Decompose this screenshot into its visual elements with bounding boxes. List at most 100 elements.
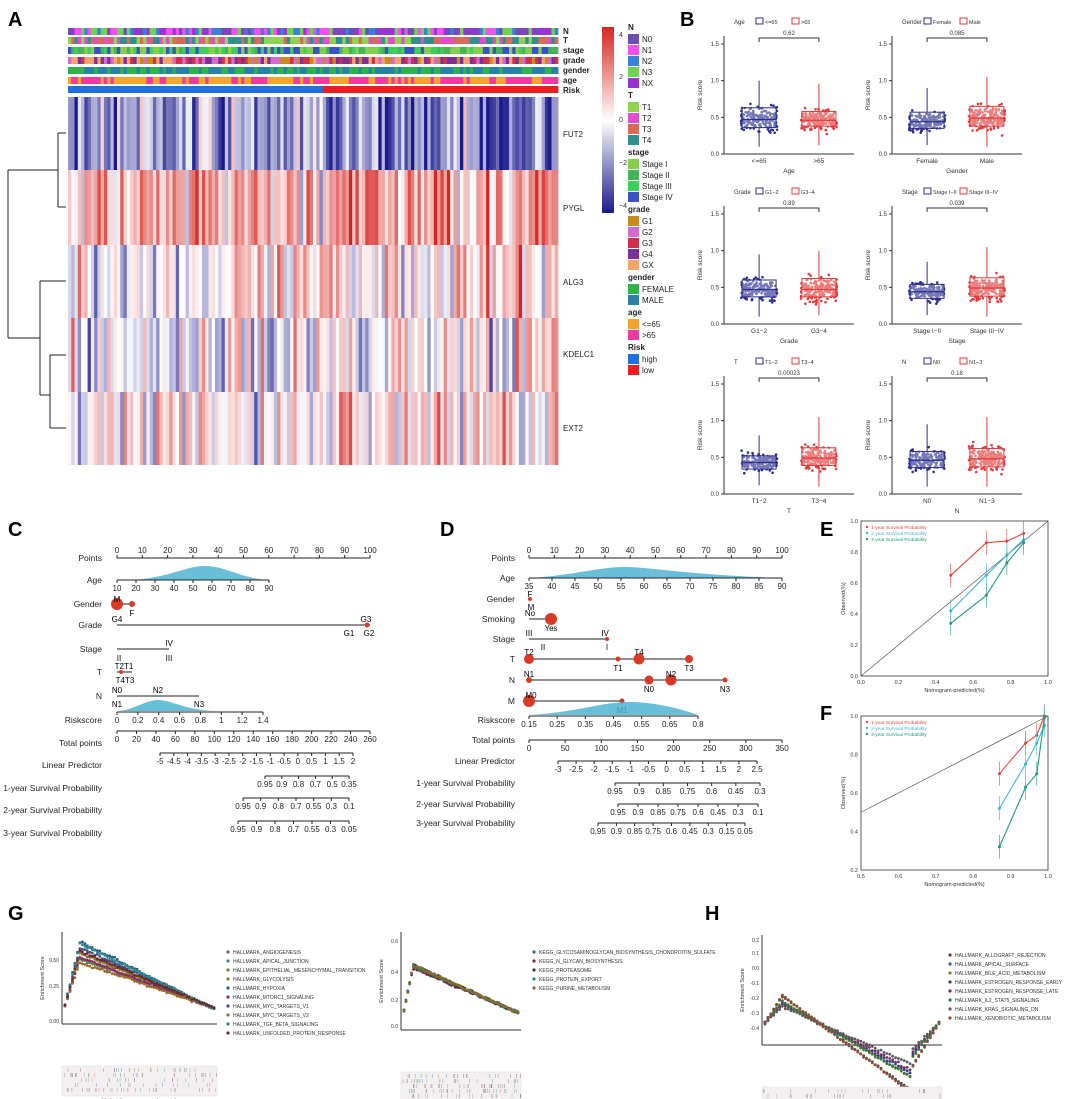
annotation-cell xyxy=(205,57,209,64)
box-legend-title: Age xyxy=(734,20,745,26)
age-tick-label: 10 xyxy=(113,584,122,593)
n-label: N1 xyxy=(524,670,535,679)
annotation-cell xyxy=(362,47,366,54)
annotation-cell xyxy=(401,57,405,64)
legend-swatch xyxy=(628,249,639,259)
heatmap-cell xyxy=(499,97,503,170)
legend-label: Stage II xyxy=(642,171,670,180)
heatmap-cell xyxy=(267,245,271,318)
heatmap-cell xyxy=(335,170,340,245)
annotation-cell xyxy=(538,28,543,35)
annotation-cell xyxy=(522,67,526,74)
annotation-cell xyxy=(463,57,467,64)
y-tick-label: 0.4 xyxy=(850,612,858,618)
heatmap-cell xyxy=(205,245,209,318)
row-label: Gender xyxy=(74,599,103,609)
annotation-cell xyxy=(551,67,556,74)
annotation-cell xyxy=(136,37,141,44)
heatmap-cell xyxy=(313,392,317,465)
heatmap-cell xyxy=(257,245,262,318)
age-tick-label: 70 xyxy=(227,584,236,593)
annotation-cell xyxy=(414,37,418,44)
heatmap-cell xyxy=(466,97,471,170)
calibration-point xyxy=(949,573,953,577)
annotation-cell xyxy=(175,67,180,74)
annotation-cell xyxy=(463,37,467,44)
heatmap-cell xyxy=(270,318,275,392)
heatmap-cell xyxy=(479,392,484,465)
heatmap-cell xyxy=(198,318,203,392)
annotation-cell xyxy=(234,77,239,84)
annotation-cell xyxy=(94,28,98,35)
heatmap-cell xyxy=(535,245,539,318)
annotation-cell xyxy=(195,47,200,54)
annotation-cell xyxy=(365,77,369,84)
panel-label-g: G xyxy=(8,903,24,925)
heatmap-cell xyxy=(479,318,484,392)
heatmap-cell xyxy=(463,392,467,465)
annotation-cell xyxy=(339,77,343,84)
heatmap-cell xyxy=(313,97,317,170)
heatmap-cell xyxy=(348,392,353,465)
heatmap-cell xyxy=(228,392,232,465)
annotation-cell xyxy=(420,47,425,54)
data-point xyxy=(928,129,931,133)
annotation-cell xyxy=(107,47,111,54)
annotation-cell xyxy=(211,67,216,74)
annotation-cell xyxy=(90,57,95,64)
data-point xyxy=(767,121,770,125)
data-point xyxy=(928,301,932,304)
annotation-cell xyxy=(368,67,373,74)
annotation-cell xyxy=(544,77,549,84)
heatmap-cell xyxy=(107,170,111,245)
y-tick-label: 0.5 xyxy=(879,455,888,461)
data-point xyxy=(983,108,987,111)
annotation-cell xyxy=(175,57,180,64)
annotation-cell xyxy=(250,57,255,64)
annotation-cell xyxy=(221,86,226,93)
heatmap-cell xyxy=(515,392,520,465)
heatmap-cell xyxy=(208,318,213,392)
box-legend-label: Male xyxy=(969,20,981,26)
heatmap-cell xyxy=(71,170,75,245)
heatmap-cell xyxy=(296,97,301,170)
heatmap-cell xyxy=(260,245,265,318)
legend-marker xyxy=(865,732,869,736)
riskscore-tick-label: 0.55 xyxy=(634,720,650,729)
annotation-cell xyxy=(512,28,516,35)
heatmap-cell xyxy=(162,392,167,465)
legend-label: 1-year Survival Probability xyxy=(871,720,927,726)
annotation-cell xyxy=(479,47,484,54)
box-legend-swatch xyxy=(791,17,800,25)
heatmap-cell xyxy=(397,318,402,392)
surv3-tick-label: 0.85 xyxy=(627,827,643,836)
heatmap-cell xyxy=(420,170,425,245)
data-point xyxy=(979,126,983,129)
heatmap-cell xyxy=(296,318,301,392)
annotation-cell xyxy=(518,47,523,54)
data-point xyxy=(989,128,993,131)
heatmap-cell xyxy=(460,392,464,465)
data-point xyxy=(979,102,983,105)
heatmap-cell xyxy=(473,392,477,465)
annotation-cell xyxy=(182,86,186,93)
heatmap-cell xyxy=(544,97,549,170)
annotation-cell xyxy=(231,57,235,64)
annotation-cell xyxy=(143,28,147,35)
heatmap-cell xyxy=(260,392,265,465)
annotation-cell xyxy=(120,37,124,44)
annotation-cell xyxy=(74,86,79,93)
annotation-cell xyxy=(306,57,311,64)
heatmap-cell xyxy=(499,318,503,392)
annotation-cell xyxy=(152,86,157,93)
annotation-cell xyxy=(90,67,95,74)
annotation-cell xyxy=(479,86,484,93)
heatmap-cell xyxy=(90,97,95,170)
heatmap-cell xyxy=(146,245,151,318)
annotation-cell xyxy=(335,47,340,54)
annotation-cell xyxy=(554,77,559,84)
stage-label: IV xyxy=(165,639,173,648)
annotation-cell xyxy=(224,37,229,44)
total-points-tick-label: 100 xyxy=(595,744,609,753)
annotation-cell xyxy=(306,86,311,93)
